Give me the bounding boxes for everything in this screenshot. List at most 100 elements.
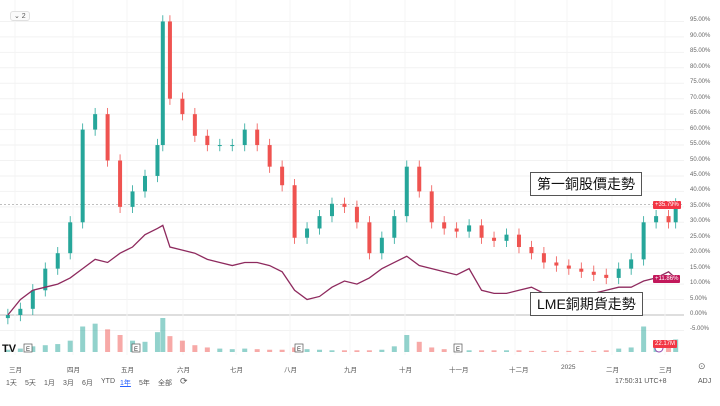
volume-bar: [341, 350, 347, 352]
candle: [205, 135, 210, 146]
volume-bar: [142, 341, 148, 352]
volume-bar: [42, 345, 48, 352]
y-tick-label: 85.00%: [690, 48, 711, 55]
range-button[interactable]: 1年: [120, 380, 131, 387]
range-button[interactable]: YTD: [101, 378, 115, 385]
y-tick-label: 55.00%: [690, 141, 711, 148]
earnings-marker-label: E: [456, 347, 460, 353]
y-tick-label: 40.00%: [690, 187, 711, 194]
y-tick-label: 45.00%: [690, 171, 711, 178]
candle: [292, 185, 297, 238]
volume-bar: [578, 350, 584, 352]
volume-bar: [217, 348, 223, 352]
volume-bar: [516, 350, 522, 352]
volume-bar: [541, 350, 547, 352]
y-tick-label: 95.00%: [690, 17, 711, 24]
candle: [566, 265, 571, 269]
candle: [454, 228, 459, 232]
candle: [579, 268, 584, 272]
candle: [354, 206, 359, 223]
range-button[interactable]: 6月: [82, 380, 93, 387]
y-tick-label: 20.00%: [690, 249, 711, 256]
volume-bar: [504, 350, 510, 352]
y-tick-label: 10.00%: [690, 280, 711, 287]
volume-bar: [491, 350, 497, 352]
range-button[interactable]: 1月: [44, 380, 55, 387]
x-tick-label: 八月: [284, 367, 297, 374]
volume-bar: [254, 349, 260, 352]
candle: [604, 274, 609, 278]
x-tick-label: 六月: [177, 367, 190, 374]
range-button[interactable]: 1天: [6, 380, 17, 387]
volume-bar: [466, 350, 472, 352]
settings-icon[interactable]: ⊙: [698, 361, 706, 371]
range-button[interactable]: 3月: [63, 380, 74, 387]
y-tick-label: 30.00%: [690, 218, 711, 225]
candle: [629, 259, 634, 269]
y-tick-label: 50.00%: [690, 156, 711, 163]
y-tick-label: -5.00%: [690, 326, 710, 333]
earnings-marker[interactable]: [294, 343, 304, 353]
candle: [255, 129, 260, 146]
date-range-icon[interactable]: ⟳: [180, 376, 188, 386]
candle: [305, 228, 310, 238]
range-button[interactable]: 5年: [139, 380, 150, 387]
candle: [467, 225, 472, 232]
candle: [329, 203, 334, 217]
earnings-marker[interactable]: [131, 343, 141, 353]
volume-bar: [167, 336, 173, 352]
volume-bar: [354, 350, 360, 352]
candle: [230, 145, 235, 147]
y-tick-label: 90.00%: [690, 32, 711, 39]
volume-bar: [591, 350, 597, 352]
volume-bar: [229, 349, 235, 352]
candle: [616, 268, 621, 278]
volume-bar: [366, 350, 372, 352]
earnings-marker[interactable]: [453, 343, 463, 353]
volume-bar: [379, 349, 385, 352]
earnings-marker-label: E: [134, 347, 138, 353]
x-tick-label: 十月: [399, 367, 412, 374]
bottom-toolbar: 1天 5天 1月 3月 6月 YTD 1年 5年 全部 ⟳ 17:50:31 UTC+8 ADJ: [0, 376, 720, 392]
candle: [167, 21, 172, 99]
volume-bar: [566, 350, 572, 352]
x-tick-label: 十一月: [449, 367, 469, 374]
candle: [317, 216, 322, 229]
candle: [673, 204, 678, 223]
volume-bar: [179, 340, 185, 352]
x-tick-label: 五月: [121, 367, 134, 374]
volume-bar: [279, 349, 285, 352]
range-button[interactable]: 全部: [158, 380, 172, 387]
candle: [267, 145, 272, 167]
candle: [43, 268, 48, 291]
x-tick-label: 九月: [344, 367, 357, 374]
adj-toggle[interactable]: ADJ: [698, 378, 712, 385]
candle: [118, 160, 123, 207]
y-tick-label: 35.00%: [690, 202, 711, 209]
volume-bar: [30, 346, 36, 352]
volume-bar: [553, 350, 559, 352]
range-button[interactable]: 5天: [25, 380, 36, 387]
earnings-marker[interactable]: [23, 343, 33, 353]
legend-toggle[interactable]: ⌄ 2: [10, 11, 30, 21]
volume-bar: [479, 350, 485, 352]
volume-bar: [267, 349, 273, 352]
x-tick-label: 三月: [9, 367, 22, 374]
candle: [442, 222, 447, 229]
volume-bar: [391, 346, 397, 352]
volume-bar: [416, 341, 422, 352]
candle: [280, 166, 285, 186]
x-tick-label: 二月: [606, 367, 619, 374]
volume-bar: [242, 348, 248, 352]
y-tick-label: 15.00%: [690, 264, 711, 271]
candle: [404, 166, 409, 217]
candle: [666, 216, 671, 223]
lme-price-badge: +11.86%: [653, 275, 681, 283]
candle: [18, 308, 23, 315]
candle: [654, 216, 659, 223]
volume-bar: [404, 335, 410, 352]
candle: [529, 247, 534, 254]
candle: [554, 262, 559, 266]
candle: [342, 203, 347, 207]
